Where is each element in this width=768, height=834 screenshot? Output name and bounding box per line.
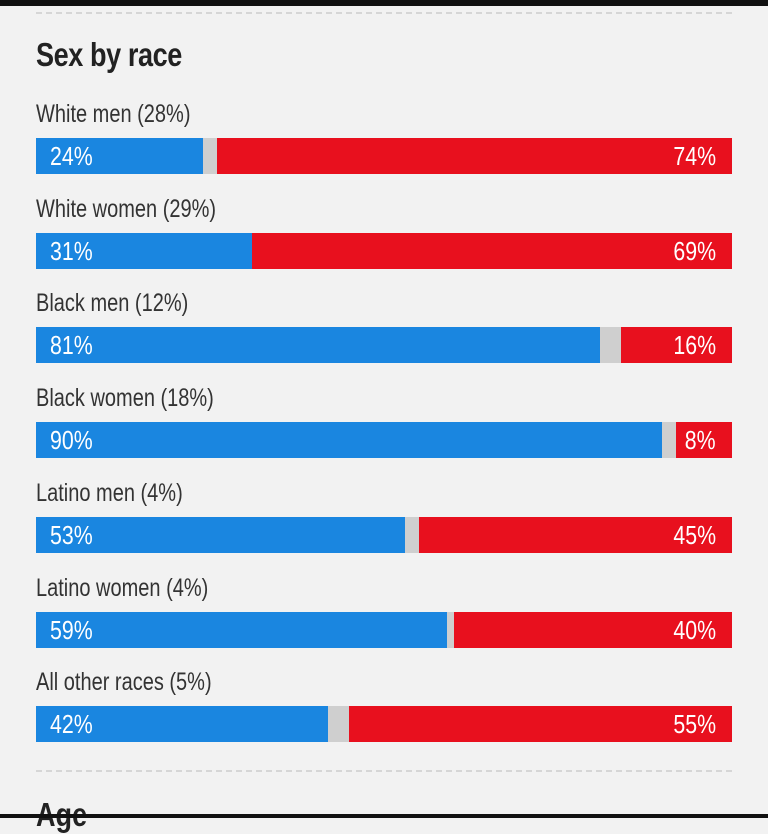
bar-segment-right (349, 706, 732, 742)
category-label: Black men (12%) (36, 289, 189, 317)
bar-segment-left (36, 706, 329, 742)
category-label: Black women (18%) (36, 384, 214, 412)
value-label-right: 40% (673, 615, 716, 645)
bottom-border (0, 814, 768, 818)
chart-row: Black men (12%) 81% 16% (36, 289, 732, 369)
top-divider (36, 12, 732, 14)
stacked-bar: 24% 74% (36, 138, 732, 174)
bar-segment-right (251, 233, 732, 269)
chart-title: Sex by race (36, 36, 182, 73)
bar-segment-right (216, 138, 732, 174)
stacked-bar: 31% 69% (36, 233, 732, 269)
stacked-bar: 42% 55% (36, 706, 732, 742)
chart-row: Latino men (4%) 53% 45% (36, 479, 732, 559)
category-label: Latino men (4%) (36, 479, 183, 507)
value-label-right: 69% (673, 236, 716, 266)
category-label: White women (29%) (36, 195, 217, 223)
stacked-bar: 81% 16% (36, 327, 732, 363)
value-label-right: 55% (673, 709, 716, 739)
stacked-bar: 53% 45% (36, 517, 732, 553)
bar-segment-left (36, 233, 252, 269)
chart-row: White women (29%) 31% 69% (36, 195, 732, 275)
bar-segment-right (620, 327, 732, 363)
value-label-left: 81% (50, 330, 93, 360)
category-label: Latino women (4%) (36, 574, 209, 602)
value-label-right: 16% (673, 330, 716, 360)
category-label: All other races (5%) (36, 668, 212, 696)
value-label-left: 90% (50, 425, 93, 455)
stacked-bar: 59% 40% (36, 612, 732, 648)
bar-segment-left (36, 517, 405, 553)
bar-segment-left (36, 138, 204, 174)
section-divider (36, 770, 732, 772)
category-label: White men (28%) (36, 100, 191, 128)
bar-segment-left (36, 422, 663, 458)
bar-segment-right (453, 612, 732, 648)
value-label-left: 59% (50, 615, 93, 645)
chart-row: All other races (5%) 42% 55% (36, 668, 732, 748)
value-label-left: 42% (50, 709, 93, 739)
value-label-right: 74% (673, 141, 716, 171)
top-border (0, 0, 768, 6)
bar-segment-right (418, 517, 732, 553)
chart-row: Black women (18%) 90% 8% (36, 384, 732, 464)
value-label-left: 53% (50, 520, 93, 550)
chart-row: White men (28%) 24% 74% (36, 100, 732, 180)
bar-segment-left (36, 612, 447, 648)
value-label-left: 31% (50, 236, 93, 266)
value-label-left: 24% (50, 141, 93, 171)
bar-segment-right (676, 422, 732, 458)
value-label-right: 8% (685, 425, 716, 455)
value-label-right: 45% (673, 520, 716, 550)
bar-segment-left (36, 327, 600, 363)
stacked-bar: 90% 8% (36, 422, 732, 458)
chart-row: Latino women (4%) 59% 40% (36, 574, 732, 654)
